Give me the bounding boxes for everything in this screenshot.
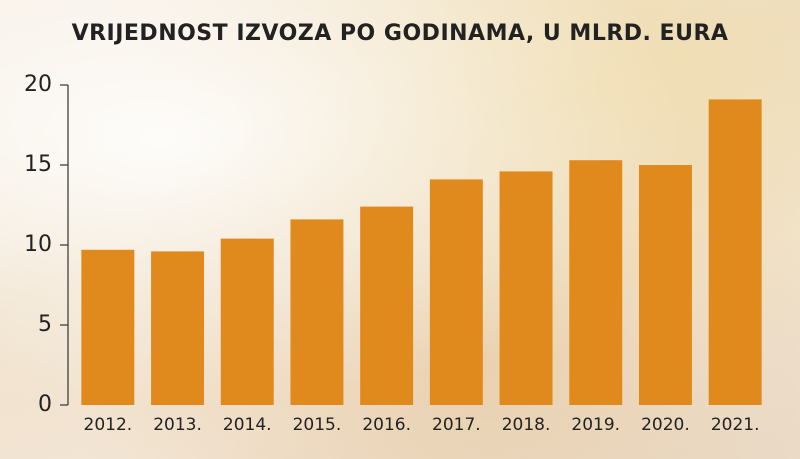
y-tick-label: 0: [38, 392, 52, 417]
bar: [290, 219, 344, 405]
x-tick-label: 2013.: [153, 415, 202, 435]
bar: [220, 238, 274, 405]
x-tick-label: 2017.: [432, 415, 481, 435]
x-tick-label: 2012.: [84, 415, 133, 435]
y-tick-label: 5: [38, 312, 52, 337]
bar: [151, 251, 205, 405]
bar: [569, 160, 623, 405]
y-tick-label: 15: [24, 152, 52, 177]
x-tick-label: 2014.: [223, 415, 272, 435]
x-tick-label: 2021.: [711, 415, 760, 435]
bar: [360, 206, 414, 405]
x-tick-label: 2020.: [641, 415, 690, 435]
y-tick-label: 20: [24, 72, 52, 97]
bar: [708, 99, 762, 406]
x-tick-label: 2015.: [293, 415, 342, 435]
y-tick-label: 10: [24, 232, 52, 257]
bar: [81, 249, 135, 405]
x-tick-label: 2016.: [362, 415, 411, 435]
chart-title: VRIJEDNOST IZVOZA PO GODINAMA, U MLRD. E…: [72, 21, 729, 46]
x-tick-label: 2019.: [571, 415, 620, 435]
bar: [499, 171, 553, 405]
bar: [429, 179, 483, 405]
x-tick-label: 2018.: [502, 415, 551, 435]
bar: [638, 165, 692, 405]
